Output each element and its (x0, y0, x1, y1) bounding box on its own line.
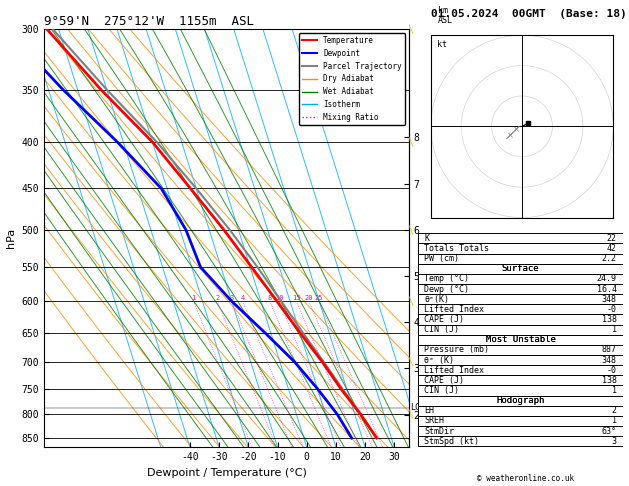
FancyBboxPatch shape (418, 436, 623, 446)
Text: 20: 20 (304, 295, 313, 301)
FancyBboxPatch shape (418, 314, 623, 325)
Text: Totals Totals: Totals Totals (425, 244, 489, 253)
Text: 10: 10 (275, 295, 283, 301)
Text: /: / (406, 409, 418, 420)
Text: -0: -0 (606, 365, 616, 375)
Text: Surface: Surface (502, 264, 539, 273)
FancyBboxPatch shape (418, 264, 623, 274)
FancyBboxPatch shape (418, 416, 623, 426)
FancyBboxPatch shape (418, 243, 623, 254)
Text: 01.05.2024  00GMT  (Base: 18): 01.05.2024 00GMT (Base: 18) (431, 9, 626, 19)
Text: StmSpd (kt): StmSpd (kt) (425, 437, 479, 446)
Text: /: / (406, 295, 418, 307)
Text: ×: × (507, 132, 514, 140)
Text: SREH: SREH (425, 417, 445, 425)
Y-axis label: hPa: hPa (6, 228, 16, 248)
FancyBboxPatch shape (418, 385, 623, 396)
Text: 348: 348 (601, 295, 616, 304)
Text: Dewp (°C): Dewp (°C) (425, 285, 469, 294)
Text: CIN (J): CIN (J) (425, 386, 459, 395)
Text: EH: EH (425, 406, 435, 415)
Text: 887: 887 (601, 346, 616, 354)
FancyBboxPatch shape (418, 426, 623, 436)
Text: 24.9: 24.9 (596, 275, 616, 283)
Text: Lifted Index: Lifted Index (425, 305, 484, 314)
Text: /: / (406, 137, 418, 148)
Text: PW (cm): PW (cm) (425, 254, 459, 263)
Legend: Temperature, Dewpoint, Parcel Trajectory, Dry Adiabat, Wet Adiabat, Isotherm, Mi: Temperature, Dewpoint, Parcel Trajectory… (299, 33, 405, 125)
Text: 22: 22 (606, 234, 616, 243)
Text: 2.2: 2.2 (601, 254, 616, 263)
Text: 8: 8 (268, 295, 272, 301)
Text: 4: 4 (240, 295, 245, 301)
Text: kt: kt (437, 40, 447, 49)
Text: 1: 1 (611, 417, 616, 425)
Text: CIN (J): CIN (J) (425, 325, 459, 334)
FancyBboxPatch shape (418, 406, 623, 416)
Text: θᵉ(K): θᵉ(K) (425, 295, 449, 304)
Text: Most Unstable: Most Unstable (486, 335, 555, 344)
Text: 1: 1 (191, 295, 196, 301)
Text: © weatheronline.co.uk: © weatheronline.co.uk (477, 474, 574, 483)
Text: θᵉ (K): θᵉ (K) (425, 356, 454, 364)
Text: /: / (406, 224, 418, 235)
Text: 1: 1 (611, 386, 616, 395)
FancyBboxPatch shape (418, 355, 623, 365)
FancyBboxPatch shape (418, 233, 623, 243)
Text: 15: 15 (292, 295, 301, 301)
FancyBboxPatch shape (418, 284, 623, 294)
Text: 3: 3 (230, 295, 234, 301)
Text: 63°: 63° (601, 427, 616, 435)
Text: 16.4: 16.4 (596, 285, 616, 294)
Text: ×: × (513, 125, 520, 135)
FancyBboxPatch shape (418, 274, 623, 284)
Text: 138: 138 (601, 315, 616, 324)
Text: 1: 1 (611, 325, 616, 334)
Text: 3: 3 (611, 437, 616, 446)
FancyBboxPatch shape (418, 294, 623, 304)
Text: km
ASL: km ASL (438, 5, 453, 25)
FancyBboxPatch shape (418, 375, 623, 385)
Text: LCL: LCL (410, 403, 425, 412)
Text: 9°59'N  275°12'W  1155m  ASL: 9°59'N 275°12'W 1155m ASL (44, 15, 254, 28)
Text: Most Unstable: Most Unstable (486, 335, 555, 344)
Text: Pressure (mb): Pressure (mb) (425, 346, 489, 354)
Text: Lifted Index: Lifted Index (425, 365, 484, 375)
Text: K: K (425, 234, 430, 243)
FancyBboxPatch shape (418, 396, 623, 406)
Text: 42: 42 (606, 244, 616, 253)
Text: /: / (406, 356, 418, 367)
FancyBboxPatch shape (418, 254, 623, 264)
Text: Hodograph: Hodograph (496, 396, 545, 405)
X-axis label: Dewpoint / Temperature (°C): Dewpoint / Temperature (°C) (147, 468, 306, 478)
FancyBboxPatch shape (418, 345, 623, 355)
FancyBboxPatch shape (418, 325, 623, 335)
Text: 2: 2 (215, 295, 220, 301)
Text: -0: -0 (606, 305, 616, 314)
Text: 348: 348 (601, 356, 616, 364)
Text: /: / (406, 23, 418, 35)
Text: 25: 25 (314, 295, 323, 301)
Text: 138: 138 (601, 376, 616, 385)
Text: 2: 2 (611, 406, 616, 415)
Text: CAPE (J): CAPE (J) (425, 315, 464, 324)
FancyBboxPatch shape (418, 335, 623, 345)
Text: Hodograph: Hodograph (496, 396, 545, 405)
Text: StmDir: StmDir (425, 427, 454, 435)
Text: Surface: Surface (502, 264, 539, 273)
Text: CAPE (J): CAPE (J) (425, 376, 464, 385)
Text: Temp (°C): Temp (°C) (425, 275, 469, 283)
FancyBboxPatch shape (418, 365, 623, 375)
FancyBboxPatch shape (418, 304, 623, 314)
